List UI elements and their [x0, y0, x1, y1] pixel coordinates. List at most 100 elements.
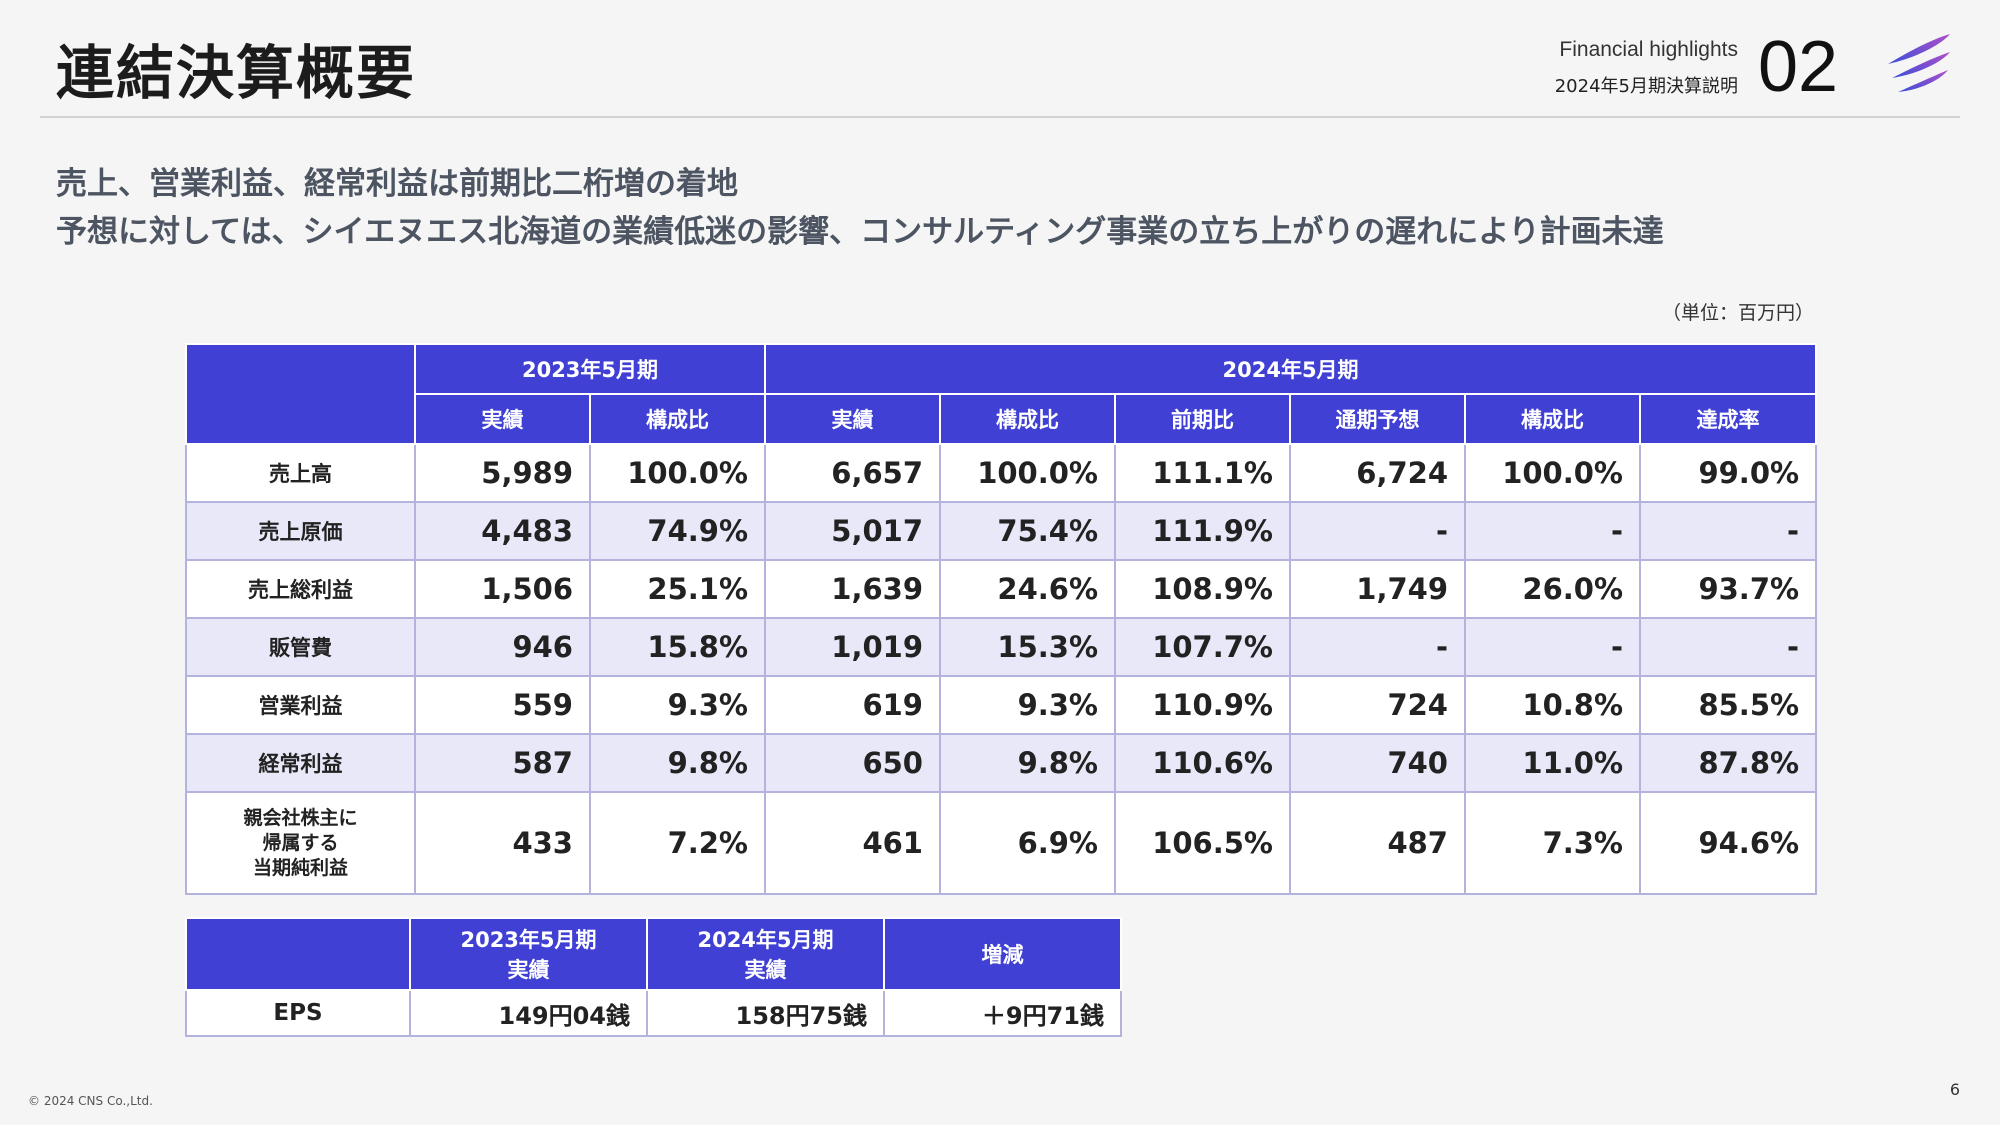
table-cell: 110.6% [1114, 733, 1291, 793]
eps-header-line: 2023年5月期 [460, 928, 597, 952]
eps-header-line: 実績 [507, 958, 550, 982]
unit-note: （単位：百万円） [1661, 302, 1814, 324]
section-number: 02 [1758, 27, 1839, 107]
group-header-fy2023: 2023年5月期 [414, 343, 766, 395]
eps-row: EPS 149円04銭 158円75銭 ＋9円71銭 [185, 989, 1122, 1037]
table-row: 営業利益 559 9.3% 619 9.3% 110.9% 724 10.8% … [185, 675, 1818, 735]
financial-summary-table: 2023年5月期 2024年5月期 実績 構成比 実績 構成比 前期比 通期予想… [185, 343, 1818, 895]
header-divider [40, 116, 1960, 118]
eps-header-line: 2024年5月期 [697, 928, 834, 952]
table-cell: - [1464, 617, 1641, 677]
table-cell: 9.8% [589, 733, 766, 793]
table-cell: 487 [1289, 791, 1466, 895]
table-cell: - [1289, 501, 1466, 561]
table-cell: 93.7% [1638, 559, 1818, 619]
table-cell: 619 [764, 675, 941, 735]
row-label: EPS [185, 989, 411, 1037]
table-cell: 1,019 [764, 617, 941, 677]
eps-header-fy2024: 2024年5月期 実績 [646, 917, 885, 991]
table-cell: 433 [414, 791, 591, 895]
table-cell: 74.9% [589, 501, 766, 561]
section-title-en: Financial highlights [1559, 38, 1738, 61]
table-cell: - [1289, 617, 1466, 677]
table-cell: 24.6% [939, 559, 1116, 619]
table-cell: 9.8% [939, 733, 1116, 793]
table-cell: ＋9円71銭 [883, 989, 1122, 1037]
table-cell: - [1638, 501, 1818, 561]
table-cell: 85.5% [1638, 675, 1818, 735]
table-row: 売上総利益 1,506 25.1% 1,639 24.6% 108.9% 1,7… [185, 559, 1818, 619]
table-cell: 87.8% [1638, 733, 1818, 793]
row-label-line: 当期純利益 [252, 856, 348, 879]
table-cell: 9.3% [939, 675, 1116, 735]
table-cell: 99.0% [1638, 443, 1818, 503]
table-cell: 7.3% [1464, 791, 1641, 895]
table-cell: 1,749 [1289, 559, 1466, 619]
row-label: 売上総利益 [185, 559, 416, 619]
eps-header-change: 増減 [883, 917, 1122, 991]
eps-corner-cell [185, 917, 411, 991]
column-header: 構成比 [589, 393, 766, 445]
corner-header-cell [185, 343, 416, 445]
table-cell: 587 [414, 733, 591, 793]
table-cell: 15.3% [939, 617, 1116, 677]
table-cell: 11.0% [1464, 733, 1641, 793]
table-cell: 946 [414, 617, 591, 677]
table-cell: 100.0% [589, 443, 766, 503]
table-cell: 26.0% [1464, 559, 1641, 619]
table-cell: 10.8% [1464, 675, 1641, 735]
table-cell: 94.6% [1638, 791, 1818, 895]
table-cell: 111.9% [1114, 501, 1291, 561]
column-header: 構成比 [1464, 393, 1641, 445]
row-label: 売上高 [185, 443, 416, 503]
lead-line-2: 予想に対しては、シイエヌエス北海道の業績低迷の影響、コンサルティング事業の立ち上… [56, 214, 1664, 250]
table-cell: 158円75銭 [646, 989, 885, 1037]
table-row: 販管費 946 15.8% 1,019 15.3% 107.7% - - - [185, 617, 1818, 677]
table-cell: 106.5% [1114, 791, 1291, 895]
table-cell: 559 [414, 675, 591, 735]
page-title: 連結決算概要 [56, 39, 417, 107]
column-header: 達成率 [1638, 393, 1818, 445]
column-header: 実績 [764, 393, 941, 445]
table-cell: 724 [1289, 675, 1466, 735]
lead-line-1: 売上、営業利益、経常利益は前期比二桁増の着地 [56, 166, 738, 202]
table-cell: 6,724 [1289, 443, 1466, 503]
table-cell: 1,639 [764, 559, 941, 619]
row-label: 経常利益 [185, 733, 416, 793]
eps-table: 2023年5月期 実績 2024年5月期 実績 増減 EPS 149円04銭 1… [185, 917, 1122, 1037]
eps-header-line: 実績 [744, 958, 787, 982]
row-label: 親会社株主に 帰属する 当期純利益 [185, 791, 416, 895]
group-header-fy2024: 2024年5月期 [763, 343, 1818, 395]
page-number: 6 [1949, 1080, 1960, 1099]
section-title-jp: 2024年5月期決算説明 [1554, 76, 1738, 97]
column-header: 実績 [414, 393, 591, 445]
eps-header-fy2023: 2023年5月期 実績 [409, 917, 648, 991]
table-cell: 100.0% [1464, 443, 1641, 503]
row-label-line: 帰属する [262, 831, 339, 854]
table-cell: 6,657 [764, 443, 941, 503]
row-label: 売上原価 [185, 501, 416, 561]
table-cell: 110.9% [1114, 675, 1291, 735]
table-cell: 100.0% [939, 443, 1116, 503]
table-cell: 75.4% [939, 501, 1116, 561]
table-cell: 149円04銭 [409, 989, 648, 1037]
table-cell: 108.9% [1114, 559, 1291, 619]
column-header: 構成比 [939, 393, 1116, 445]
table-cell: 5,989 [414, 443, 591, 503]
table-cell: 6.9% [939, 791, 1116, 895]
table-row: 経常利益 587 9.8% 650 9.8% 110.6% 740 11.0% … [185, 733, 1818, 793]
copyright: © 2024 CNS Co.,Ltd. [28, 1094, 153, 1108]
table-cell: 107.7% [1114, 617, 1291, 677]
table-cell: - [1464, 501, 1641, 561]
row-label-line: 親会社株主に [243, 806, 358, 829]
table-cell: 111.1% [1114, 443, 1291, 503]
column-header: 通期予想 [1289, 393, 1466, 445]
row-label: 営業利益 [185, 675, 416, 735]
table-cell: 4,483 [414, 501, 591, 561]
table-cell: 650 [764, 733, 941, 793]
table-cell: 15.8% [589, 617, 766, 677]
table-row: 売上高 5,989 100.0% 6,657 100.0% 111.1% 6,7… [185, 443, 1818, 503]
table-cell: 9.3% [589, 675, 766, 735]
table-cell: 740 [1289, 733, 1466, 793]
row-label: 販管費 [185, 617, 416, 677]
